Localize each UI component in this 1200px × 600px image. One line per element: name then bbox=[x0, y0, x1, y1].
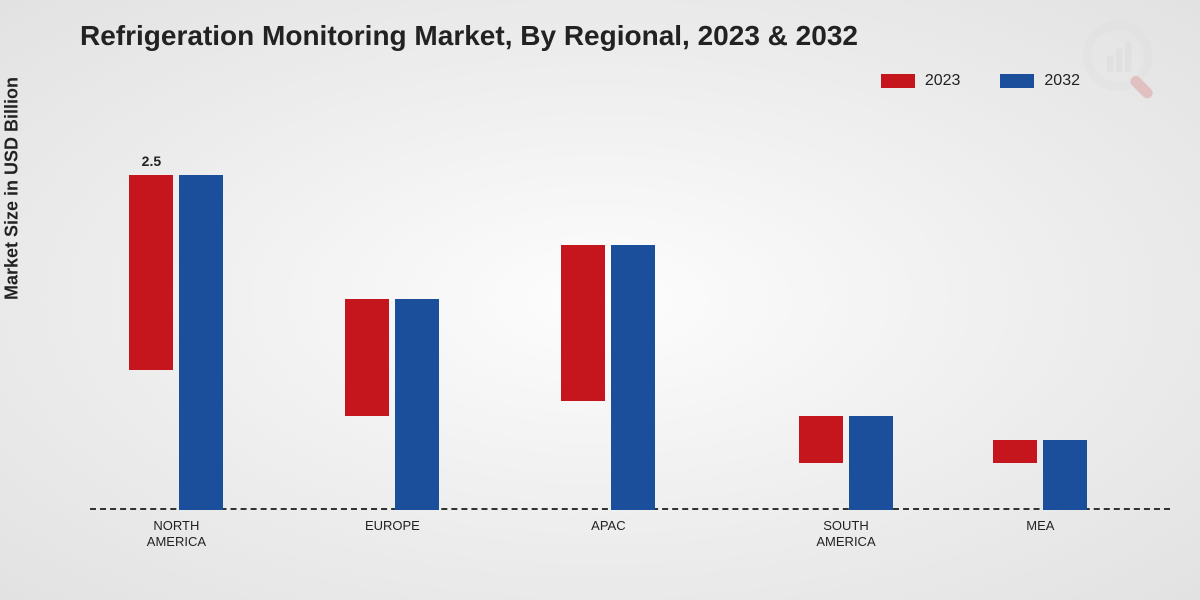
legend-swatch-2023 bbox=[881, 74, 915, 88]
bar bbox=[179, 175, 223, 510]
legend-swatch-2032 bbox=[1000, 74, 1034, 88]
bar: 2.5 bbox=[129, 175, 173, 370]
x-axis-label: APAC bbox=[591, 518, 625, 534]
x-axis-label: MEA bbox=[1026, 518, 1054, 534]
x-axis-label: EUROPE bbox=[365, 518, 420, 534]
plot-area: 2.5NORTH AMERICA EUROPE APAC SOUTH AMERICA M… bbox=[90, 120, 1170, 510]
chart-title: Refrigeration Monitoring Market, By Regi… bbox=[80, 20, 858, 52]
y-axis-label: Market Size in USD Billion bbox=[2, 77, 23, 300]
bar bbox=[345, 299, 389, 416]
bar bbox=[395, 299, 439, 510]
bar bbox=[1043, 440, 1087, 510]
legend-item-2032: 2032 bbox=[1000, 72, 1080, 90]
x-axis-label: NORTH AMERICA bbox=[147, 518, 206, 549]
bar-group: SOUTH AMERICA bbox=[786, 416, 906, 510]
watermark-logo bbox=[1080, 18, 1170, 108]
bar-group: APAC bbox=[548, 245, 668, 510]
bar bbox=[799, 416, 843, 463]
bar bbox=[561, 245, 605, 401]
bar-value-label: 2.5 bbox=[142, 153, 161, 169]
bar-group: EUROPE bbox=[332, 299, 452, 510]
bar bbox=[993, 440, 1037, 463]
legend-label-2032: 2032 bbox=[1044, 72, 1080, 90]
bar-group: MEA bbox=[980, 440, 1100, 510]
legend-item-2023: 2023 bbox=[881, 72, 961, 90]
bar bbox=[849, 416, 893, 510]
legend: 2023 2032 bbox=[881, 72, 1080, 90]
legend-label-2023: 2023 bbox=[925, 72, 961, 90]
x-axis-label: SOUTH AMERICA bbox=[816, 518, 875, 549]
bar bbox=[611, 245, 655, 510]
bar-group: 2.5NORTH AMERICA bbox=[116, 175, 236, 510]
